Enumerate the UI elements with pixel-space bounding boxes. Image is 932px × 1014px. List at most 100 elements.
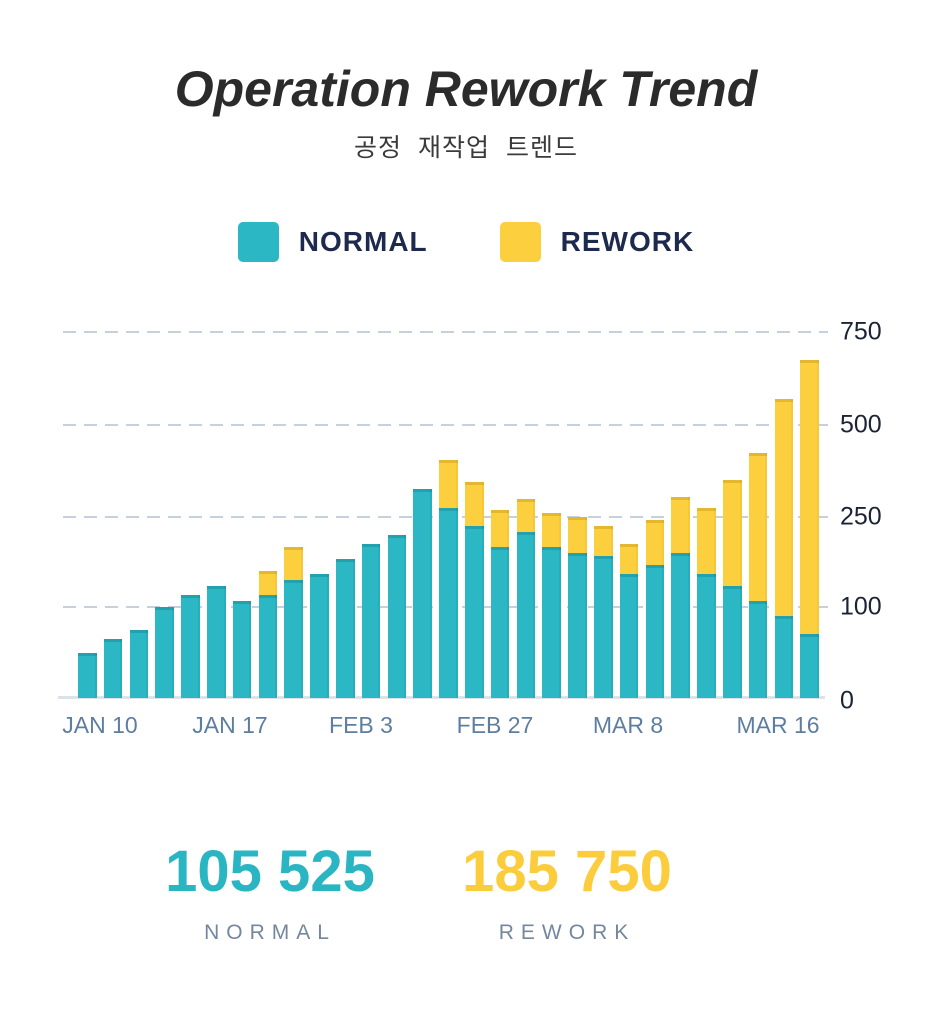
normal-total-value: 105 525 [165,839,375,904]
bar-15-rework-segment [439,459,458,508]
x-tick-label-feb-3: FEB 3 [329,712,393,738]
bar-8 [258,308,278,698]
bar-17-normal-segment [490,547,510,698]
bar-5-normal-segment [181,595,200,698]
bar-22-rework-segment [619,544,639,574]
x-tick-label-jan-10: JAN 10 [62,712,138,738]
bar-4 [155,308,174,698]
bar-6-normal-segment [207,586,226,698]
bar-16 [465,308,484,698]
legend-label-normal: NORMAL [298,226,428,257]
bar-25-rework-segment [697,507,716,574]
bar-19 [542,308,561,698]
x-tick-label-mar-16: MAR 16 [736,712,820,738]
bar-3 [129,308,149,698]
bar-20 [568,308,587,698]
bar-27-normal-segment [748,601,768,698]
bar-27-rework-segment [748,452,768,601]
legend: NORMAL REWORK [0,222,932,262]
bar-9-rework-segment [284,547,303,580]
bar-23 [645,308,665,698]
legend-item-rework: REWORK [499,222,695,262]
summary-totals: 105 525 NORMAL 185 750 REWORK [0,838,932,958]
bar-8-rework-segment [258,571,278,595]
gridline-750 [63,331,828,333]
bar-23-rework-segment [645,520,665,565]
bar-22-normal-segment [619,574,639,698]
x-tick-label-jan-17: JAN 17 [192,712,268,738]
bar-13 [387,308,407,698]
bar-21-normal-segment [594,556,613,698]
bar-15 [439,308,458,698]
bar-21-rework-segment [594,526,613,556]
bar-24-rework-segment [671,496,690,553]
bar-12-normal-segment [361,544,381,698]
bar-23-normal-segment [645,565,665,698]
bar-4-normal-segment [155,607,174,698]
bar-28 [774,308,794,698]
page-title: Operation Rework Trend [174,61,758,117]
bar-20-normal-segment [568,553,587,698]
bar-1-normal-segment [78,652,97,698]
gridline-500 [63,424,828,426]
bar-28-rework-segment [774,398,794,617]
y-tick-label-0: 0 [840,686,854,715]
bar-8-normal-segment [258,595,278,698]
plot-area [58,308,828,699]
bar-29-normal-segment [800,634,819,698]
bar-13-normal-segment [387,535,407,698]
rework-total-label: REWORK [498,921,636,944]
bar-6 [207,308,226,698]
bar-5 [181,308,200,698]
bar-12 [361,308,381,698]
bar-7-normal-segment [232,601,252,698]
bar-26 [723,308,742,698]
bar-7 [232,308,252,698]
bar-20-rework-segment [568,517,587,553]
bar-16-rework-segment [465,482,484,526]
bar-10-normal-segment [310,574,329,698]
page-subtitle-korean: 공정 재작업 트렌드 [354,134,578,162]
bar-18-rework-segment [516,498,536,532]
rework-swatch-icon [499,222,541,262]
bar-24 [671,308,690,698]
y-tick-label-500: 500 [840,410,882,439]
bar-15-normal-segment [439,507,458,698]
x-tick-label-feb-27: FEB 27 [456,712,534,738]
y-tick-label-750: 750 [840,317,882,346]
bar-19-rework-segment [542,513,561,547]
bar-18 [516,308,536,698]
bar-24-normal-segment [671,553,690,698]
bar-21 [594,308,613,698]
bar-10 [310,308,329,698]
bar-2 [103,308,123,698]
bar-18-normal-segment [516,532,536,698]
legend-item-normal: NORMAL [237,222,428,262]
x-tick-label-mar-8: MAR 8 [592,712,664,738]
bar-2-normal-segment [103,638,123,698]
y-tick-label-100: 100 [840,592,882,621]
normal-swatch-icon [237,222,279,262]
bar-29 [800,308,819,698]
bar-9 [284,308,303,698]
bar-25-normal-segment [697,574,716,698]
bar-29-rework-segment [800,359,819,635]
bar-14-normal-segment [413,489,432,698]
rework-total-block: 185 750 REWORK [417,838,717,945]
bar-9-normal-segment [284,580,303,698]
bar-1 [78,308,97,698]
bar-11-normal-segment [336,559,355,698]
bar-25 [697,308,716,698]
bar-17-rework-segment [490,509,510,547]
bar-28-normal-segment [774,616,794,698]
bar-17 [490,308,510,698]
bar-22 [619,308,639,698]
legend-label-rework: REWORK [560,226,695,257]
y-tick-label-250: 250 [840,502,882,531]
bar-26-rework-segment [723,480,742,586]
bar-11 [336,308,355,698]
bar-27 [748,308,768,698]
rework-total-value: 185 750 [462,839,672,904]
bar-14 [413,308,432,698]
rework-trend-chart: 0 100 250 500 750 JAN 10 JAN 17 FEB 3 FEB 27 MAR… [0,308,932,748]
